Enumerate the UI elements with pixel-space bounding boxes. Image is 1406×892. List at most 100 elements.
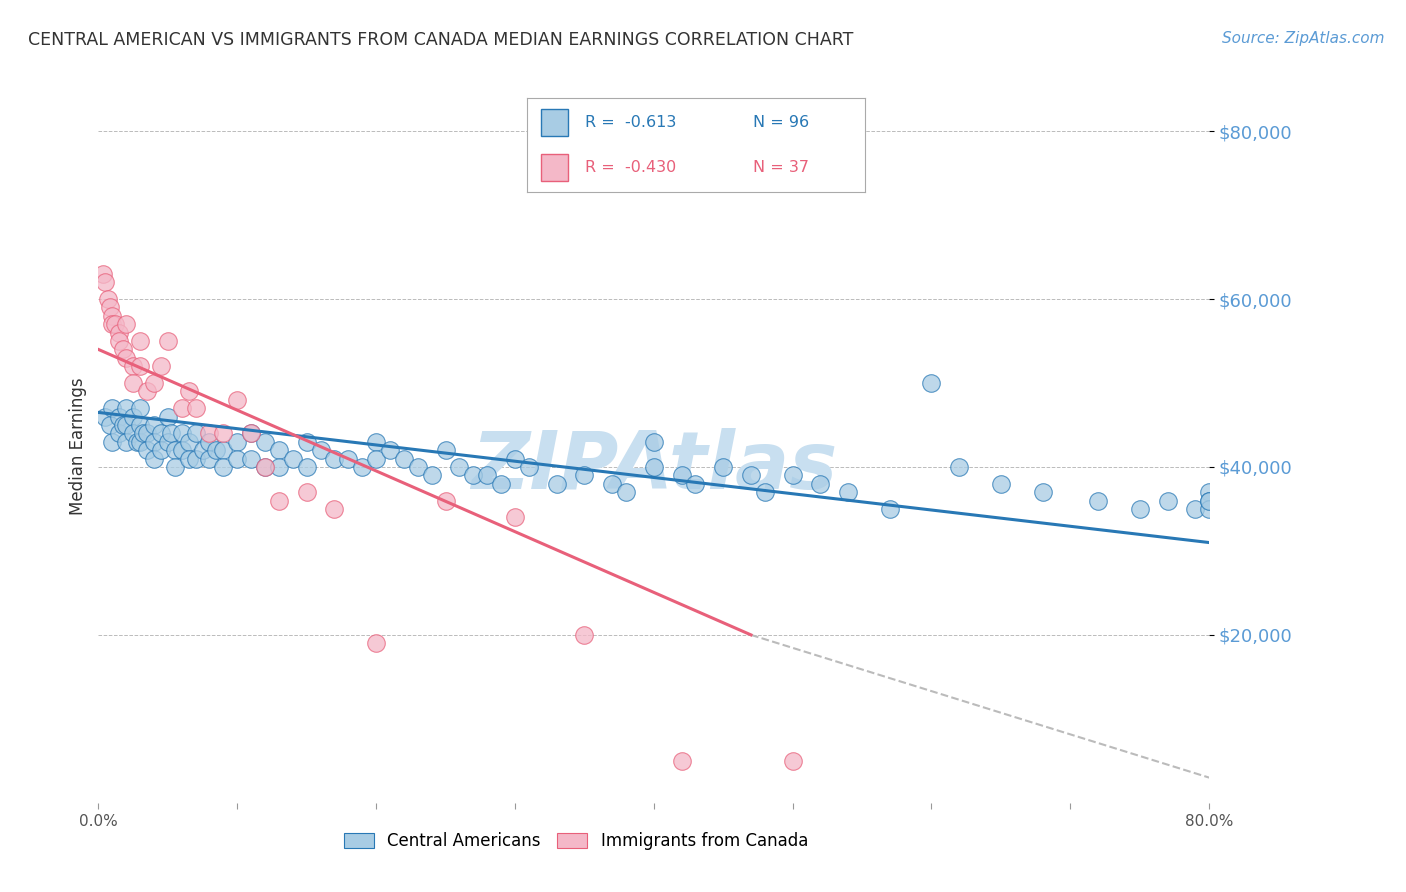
Point bbox=[170, 443, 193, 458]
Point bbox=[156, 334, 179, 348]
Point bbox=[463, 468, 485, 483]
Point bbox=[1184, 502, 1206, 516]
Point bbox=[205, 443, 228, 458]
Point bbox=[129, 401, 152, 416]
Point bbox=[1087, 493, 1109, 508]
FancyBboxPatch shape bbox=[541, 154, 568, 180]
Point bbox=[671, 468, 693, 483]
Point bbox=[143, 451, 166, 466]
Point bbox=[253, 460, 276, 475]
Point bbox=[115, 417, 138, 432]
Point bbox=[122, 409, 145, 424]
Point bbox=[643, 460, 665, 475]
Legend: Central Americans, Immigrants from Canada: Central Americans, Immigrants from Canad… bbox=[336, 824, 817, 859]
Point bbox=[378, 443, 401, 458]
Point bbox=[366, 636, 388, 650]
Point bbox=[94, 409, 117, 424]
Point bbox=[226, 434, 249, 449]
Point bbox=[129, 417, 152, 432]
Point bbox=[132, 426, 155, 441]
Point bbox=[309, 443, 332, 458]
Point bbox=[198, 426, 221, 441]
Point bbox=[184, 401, 207, 416]
Point bbox=[295, 434, 318, 449]
Point bbox=[149, 426, 172, 441]
Point bbox=[1156, 493, 1178, 508]
Point bbox=[184, 451, 207, 466]
Point bbox=[94, 275, 117, 289]
Point bbox=[837, 485, 859, 500]
Point bbox=[295, 460, 318, 475]
Point bbox=[267, 493, 290, 508]
Point bbox=[267, 460, 290, 475]
Point bbox=[177, 434, 200, 449]
Point bbox=[163, 460, 186, 475]
Point bbox=[122, 359, 145, 374]
Point bbox=[149, 443, 172, 458]
Point bbox=[170, 426, 193, 441]
Point bbox=[108, 326, 131, 340]
Point bbox=[156, 434, 179, 449]
Point bbox=[136, 443, 159, 458]
Point bbox=[475, 468, 499, 483]
Point bbox=[191, 443, 214, 458]
Point bbox=[434, 493, 457, 508]
Point bbox=[782, 468, 804, 483]
Point bbox=[711, 460, 734, 475]
Point bbox=[948, 460, 970, 475]
Point bbox=[129, 434, 152, 449]
Point bbox=[143, 376, 166, 390]
Point bbox=[546, 476, 568, 491]
Point bbox=[240, 426, 263, 441]
Point bbox=[392, 451, 415, 466]
Point bbox=[1198, 493, 1220, 508]
Point bbox=[163, 443, 186, 458]
Point bbox=[101, 318, 124, 332]
Point bbox=[420, 468, 443, 483]
Point bbox=[489, 476, 512, 491]
Point bbox=[115, 401, 138, 416]
Point bbox=[101, 434, 124, 449]
Point bbox=[643, 434, 665, 449]
Point bbox=[101, 401, 124, 416]
Point bbox=[240, 426, 263, 441]
Point bbox=[115, 351, 138, 365]
Point bbox=[295, 485, 318, 500]
Point bbox=[177, 451, 200, 466]
Point bbox=[449, 460, 471, 475]
Point bbox=[212, 460, 235, 475]
Text: N = 96: N = 96 bbox=[754, 115, 810, 130]
Point bbox=[1198, 485, 1220, 500]
Point bbox=[366, 451, 388, 466]
Point bbox=[198, 451, 221, 466]
FancyBboxPatch shape bbox=[541, 110, 568, 136]
Point bbox=[108, 409, 131, 424]
Point bbox=[1032, 485, 1054, 500]
Text: R =  -0.613: R = -0.613 bbox=[585, 115, 676, 130]
Point bbox=[177, 384, 200, 399]
Point bbox=[323, 502, 346, 516]
Point bbox=[253, 460, 276, 475]
Point bbox=[122, 376, 145, 390]
Point bbox=[184, 426, 207, 441]
Point bbox=[574, 468, 596, 483]
Text: N = 37: N = 37 bbox=[754, 160, 810, 175]
Point bbox=[129, 334, 152, 348]
Point bbox=[104, 318, 127, 332]
Point bbox=[517, 460, 540, 475]
Text: CENTRAL AMERICAN VS IMMIGRANTS FROM CANADA MEDIAN EARNINGS CORRELATION CHART: CENTRAL AMERICAN VS IMMIGRANTS FROM CANA… bbox=[28, 31, 853, 49]
Point bbox=[159, 426, 181, 441]
Point bbox=[352, 460, 374, 475]
Point bbox=[115, 434, 138, 449]
Point bbox=[112, 417, 135, 432]
Point bbox=[754, 485, 776, 500]
Point bbox=[503, 451, 526, 466]
Text: ZIPAtlas: ZIPAtlas bbox=[471, 428, 837, 507]
Point bbox=[810, 476, 832, 491]
Point bbox=[115, 318, 138, 332]
Point bbox=[614, 485, 637, 500]
Point bbox=[574, 628, 596, 642]
Point bbox=[127, 434, 149, 449]
Point bbox=[1129, 502, 1152, 516]
Point bbox=[600, 476, 623, 491]
